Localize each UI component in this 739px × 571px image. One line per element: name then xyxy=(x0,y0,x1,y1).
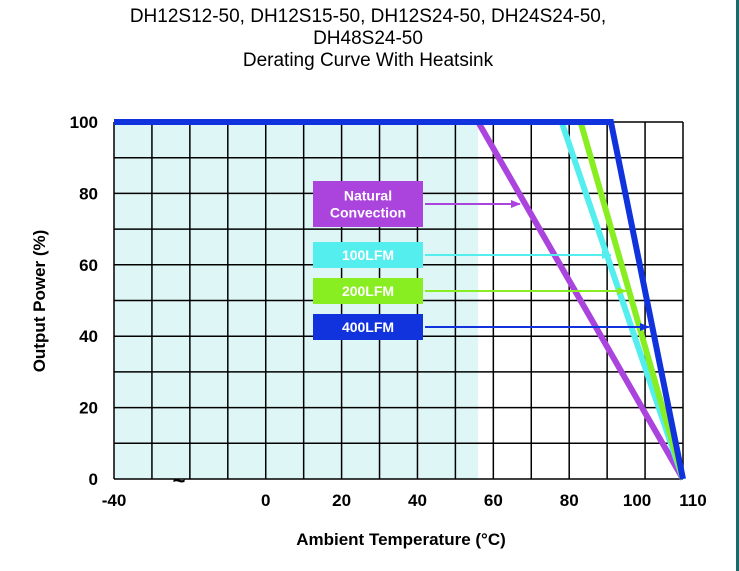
series-line-3 xyxy=(114,119,686,480)
x-tick-label: 60 xyxy=(484,491,503,510)
y-tick-label: 40 xyxy=(79,327,98,346)
legend-label-3: 400LFM xyxy=(342,319,394,335)
legend-box-1 xyxy=(313,242,423,268)
chart-title-line-3: Derating Curve With Heatsink xyxy=(242,50,494,71)
chart-title-line-1: DH12S12-50, DH12S15-50, DH12S24-50, DH24… xyxy=(129,6,607,27)
x-tick-label: -40 xyxy=(102,491,127,510)
legend-label-0: Convection xyxy=(330,205,406,221)
x-tick-label: 0 xyxy=(261,491,270,510)
y-tick-label: 20 xyxy=(79,399,98,418)
x-tick-label: 20 xyxy=(332,491,351,510)
y-tick-label: 0 xyxy=(89,470,98,489)
axis-break-symbol: ~ xyxy=(173,468,186,493)
x-tick-label: 100 xyxy=(623,491,651,510)
legend-box-2 xyxy=(313,278,423,304)
x-tick-label: 110 xyxy=(679,491,706,510)
series-lines-group xyxy=(114,119,686,481)
legend-label-2: 200LFM xyxy=(342,283,394,299)
x-tick-label: 80 xyxy=(560,491,579,510)
y-axis-label: Output Power (%) xyxy=(30,230,49,373)
y-tick-label: 60 xyxy=(79,256,98,275)
chart-title-line-2: DH48S24-50 xyxy=(313,28,423,49)
y-tick-label: 80 xyxy=(79,184,98,203)
chart-title: DH12S12-50, DH12S15-50, DH12S24-50, DH24… xyxy=(0,6,736,72)
legend-label-1: 100LFM xyxy=(342,247,394,263)
x-tick-label: 40 xyxy=(408,491,427,510)
legend-label-0: Natural xyxy=(344,188,392,204)
x-axis-label: Ambient Temperature (°C) xyxy=(296,530,506,549)
legend-box-0 xyxy=(313,181,423,227)
y-tick-label: 100 xyxy=(70,113,98,132)
legend-box-3 xyxy=(313,314,423,340)
